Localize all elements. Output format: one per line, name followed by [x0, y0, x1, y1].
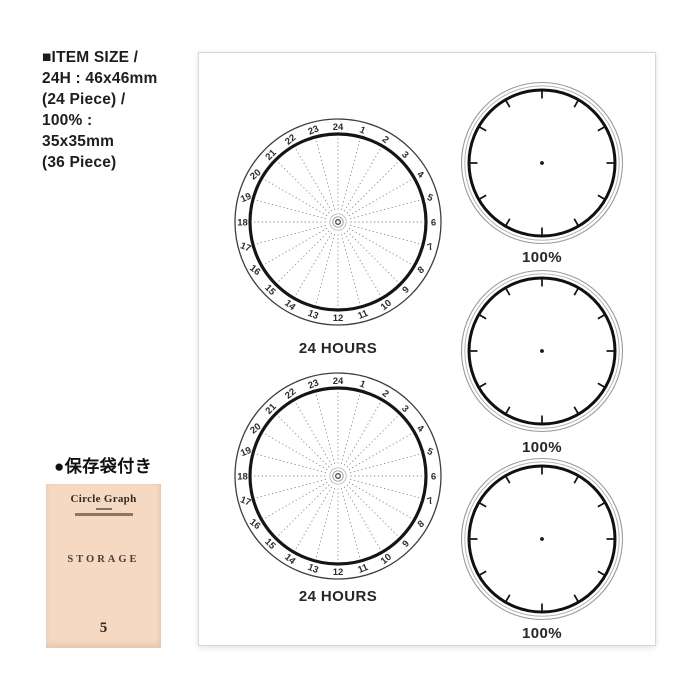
dial-24h-label: 24 HOURS — [298, 588, 378, 605]
dial-hour-number: 18 — [237, 471, 248, 482]
percent-dial-sticker — [460, 81, 624, 245]
dial-hour-number: 12 — [333, 567, 344, 578]
item-size-line: ■ITEM SIZE / — [42, 49, 139, 66]
dial-hour-number: 3 — [399, 403, 411, 415]
dial-hour-number: 24 — [333, 122, 344, 133]
dial-hour-number: 2 — [380, 388, 391, 400]
dial-hour-number: 7 — [426, 495, 435, 507]
envelope-fine-print-line — [74, 513, 133, 516]
envelope-title: Circle Graph — [70, 493, 137, 505]
dial-hour-number: 9 — [400, 284, 412, 296]
dial-hour-number: 4 — [415, 169, 427, 181]
dial-hour-number: 19 — [239, 191, 253, 205]
item-size-text: ■ITEM SIZE / 24H : 46x46mm (24 Piece) / … — [42, 47, 202, 173]
item-size-line: 100% : — [42, 112, 93, 129]
percent-dial-label: 100% — [522, 249, 562, 266]
dial-hour-number: 13 — [306, 562, 320, 576]
dial-hour-number: 7 — [426, 241, 435, 253]
dial-hour-number: 6 — [431, 471, 436, 482]
dial-hour-number: 17 — [238, 240, 252, 254]
dial-hour-number: 12 — [333, 313, 344, 324]
percent-dial-sticker — [460, 269, 624, 433]
dial-hour-number: 9 — [400, 538, 412, 550]
dial-hour-number: 11 — [356, 562, 370, 576]
dial-hour-number: 3 — [399, 149, 411, 161]
percent-dial-label: 100% — [522, 625, 562, 642]
envelope-number: 5 — [99, 620, 108, 636]
dial-hour-number: 24 — [333, 376, 344, 387]
item-size-line: 24H : 46x46mm — [42, 70, 158, 87]
dial-hour-number: 1 — [358, 124, 368, 136]
dial-hour-number: 18 — [237, 217, 248, 228]
dial-hour-number: 8 — [416, 264, 427, 276]
sticker-sheet-panel: 1 2 3 4 5 6 7 8 9 10 11 12 13 14 15 16 17 18 19 20 21 22 23 24 … — [198, 52, 656, 646]
envelope-fine-print-line — [95, 508, 112, 510]
percent-dial-label: 100% — [522, 439, 562, 456]
dial-hour-number: 13 — [306, 308, 320, 322]
item-size-line: 35x35mm — [42, 133, 115, 150]
dial-hour-number: 1 — [358, 378, 368, 390]
item-size-line: (24 Piece) / — [42, 91, 126, 108]
dial-hour-number: 6 — [431, 217, 436, 228]
dial-hour-number: 5 — [425, 192, 435, 204]
dial-hour-number: 17 — [238, 494, 252, 508]
dial-hour-number: 4 — [415, 423, 427, 435]
item-size-line: (36 Piece) — [42, 154, 117, 171]
dial-hour-number: 5 — [425, 446, 435, 458]
dial-hour-number: 11 — [356, 308, 370, 322]
percent-dial-sticker — [460, 457, 624, 621]
dial-hour-number: 23 — [307, 123, 321, 137]
dial-24h-label: 24 HOURS — [298, 340, 378, 357]
storage-envelope: Circle Graph STORAGE 5 — [46, 484, 161, 648]
dial-hour-number: 8 — [416, 518, 427, 530]
dial-hour-number: 23 — [307, 377, 321, 391]
storage-bag-note: ●保存袋付き — [54, 457, 153, 476]
envelope-storage-label: STORAGE — [67, 554, 140, 565]
dial-hour-number: 2 — [380, 134, 391, 146]
dial-hour-number: 19 — [239, 445, 253, 459]
